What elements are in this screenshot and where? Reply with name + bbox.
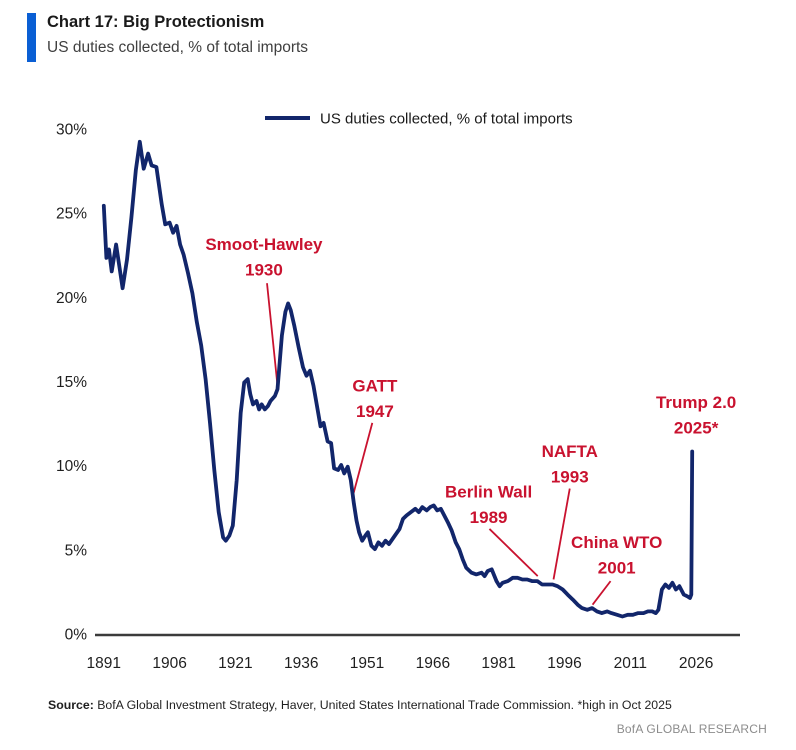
- y-tick-label: 15%: [56, 374, 87, 391]
- series-line: [101, 139, 695, 619]
- x-tick-label: 1936: [284, 655, 318, 672]
- x-tick-label: 1906: [152, 655, 186, 672]
- y-tick-label: 10%: [56, 458, 87, 475]
- x-tick-label: 1981: [481, 655, 515, 672]
- annotation-label-smoot-hawley: 1930: [245, 260, 283, 279]
- x-tick-label: 1996: [547, 655, 581, 672]
- page-title: Chart 17: Big Protectionism: [47, 13, 265, 31]
- source-text: BofA Global Investment Strategy, Haver, …: [93, 698, 672, 712]
- source-label: Source:: [48, 698, 94, 712]
- source-note: Source: BofA Global Investment Strategy,…: [48, 698, 748, 712]
- annotation-pointer-berlin-wall: [488, 528, 539, 577]
- annotation-pointer-nafta: [552, 488, 571, 580]
- chart-canvas: 0% 5% 10% 15% 20% 25% 30% 1891 1906 1921 1936 1951 1…: [56, 111, 740, 672]
- x-tick-label: 1921: [218, 655, 252, 672]
- annotation-pointer-smoot-hawley: [266, 283, 279, 386]
- annotation-label-smoot-hawley: Smoot-Hawley: [205, 235, 323, 254]
- legend-label: US duties collected, % of total imports: [320, 111, 573, 128]
- annotation-label-gatt: 1947: [356, 402, 394, 421]
- x-tick-label: 1891: [87, 655, 121, 672]
- annotation-label-china-wto: China WTO: [571, 533, 662, 552]
- x-tick-label: 1966: [416, 655, 450, 672]
- y-tick-label: 25%: [56, 206, 87, 223]
- y-tick-label: 30%: [56, 122, 87, 139]
- annotation-label-china-wto: 2001: [598, 558, 636, 577]
- annotation-label-trump-2-0: 2025*: [674, 419, 719, 438]
- annotation-label-berlin-wall: Berlin Wall: [445, 482, 532, 501]
- brand-credit: BofA GLOBAL RESEARCH: [616, 722, 767, 736]
- page-subtitle: US duties collected, % of total imports: [47, 39, 309, 56]
- x-tick-label: 2026: [679, 655, 713, 672]
- annotation-pointer-gatt: [351, 422, 374, 499]
- annotation-label-nafta: NAFTA: [542, 442, 598, 461]
- y-tick-label: 5%: [65, 542, 88, 559]
- annotation-label-trump-2-0: Trump 2.0: [656, 393, 736, 412]
- annotation-pointer-china-wto: [591, 580, 612, 606]
- x-tick-label: 2011: [614, 655, 647, 672]
- x-tick-label: 1951: [350, 655, 384, 672]
- annotation-label-gatt: GATT: [352, 376, 398, 395]
- y-tick-label: 20%: [56, 290, 87, 307]
- annotation-label-nafta: 1993: [551, 468, 589, 487]
- y-tick-label: 0%: [65, 627, 88, 644]
- annotation-label-berlin-wall: 1989: [470, 508, 508, 527]
- accent-bar: [27, 13, 36, 62]
